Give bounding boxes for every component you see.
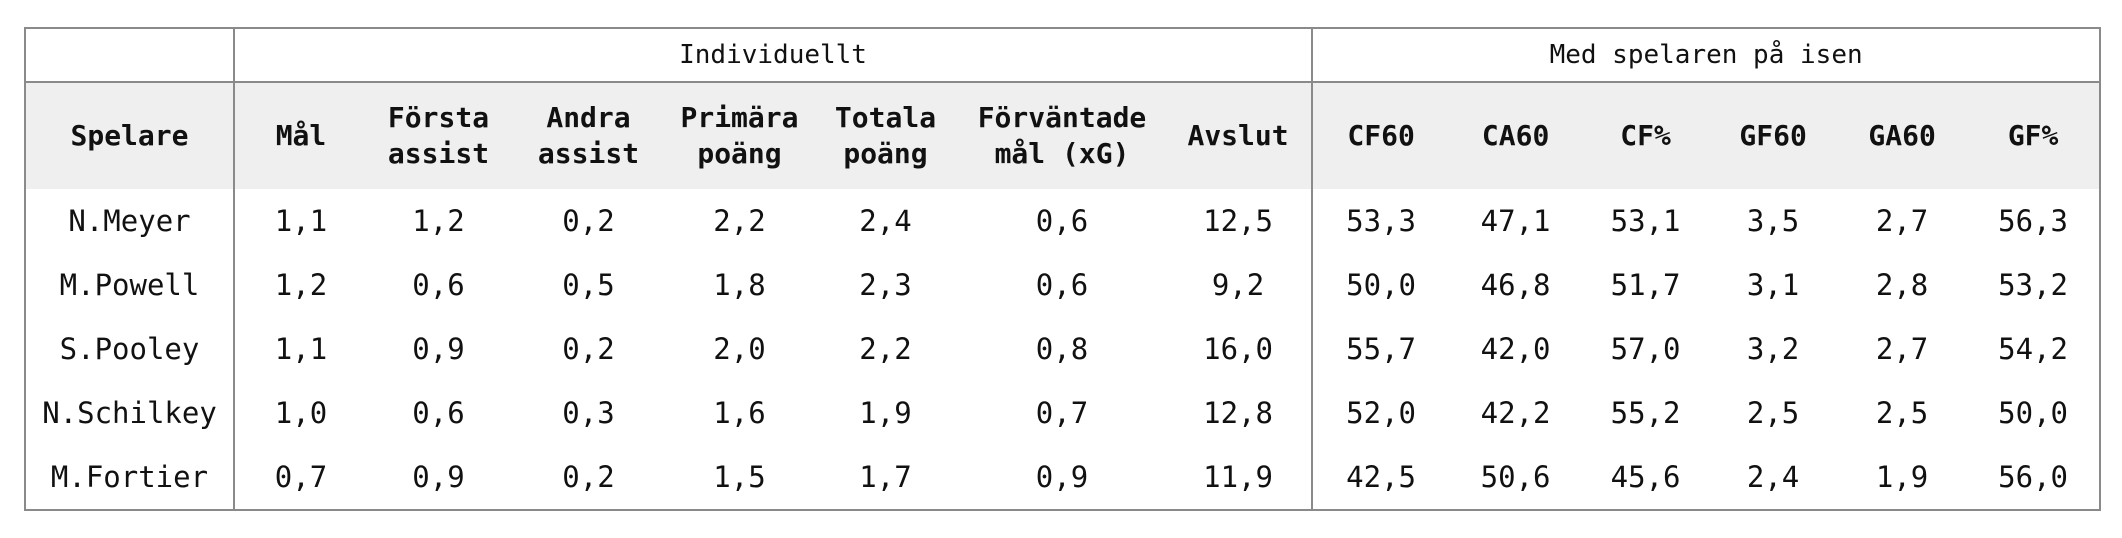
stat-cell: 0,7 — [1035, 396, 1089, 430]
stat-cell: 55,7 — [1346, 332, 1417, 366]
stat-cell: 46,8 — [1480, 268, 1551, 302]
column-header: Förväntade mål (xG) — [959, 82, 1165, 189]
stat-cell: 53,1 — [1610, 204, 1681, 238]
stat-cell: 0,9 — [412, 460, 465, 494]
stat-cell: 3,5 — [1746, 204, 1800, 238]
stat-cell: 9,2 — [1165, 253, 1314, 317]
stat-cell: 0,6 — [1035, 268, 1089, 302]
stat-cell: 45,6 — [1610, 460, 1681, 494]
empty-cell — [25, 28, 235, 83]
data-row: S.Pooley 1,1 0,9 0,2 2,0 2,2 0,8 16,0 55,7 42,0 57… — [25, 317, 2100, 381]
stat-cell: 47,1 — [1480, 204, 1551, 238]
group-header-row: Individuellt Med spelaren på isen — [25, 28, 2101, 83]
stat-cell: 1,6 — [713, 396, 766, 430]
stat-cell: 0,7 — [274, 460, 328, 494]
stat-cell: 2,2 — [713, 204, 766, 238]
stat-cell: 2,8 — [1875, 268, 1929, 302]
stat-cell: 0,3 — [562, 396, 615, 430]
column-header: Totala poäng — [812, 82, 959, 189]
stat-cell: 1,9 — [1875, 460, 1929, 494]
stat-cell: 56,3 — [1998, 204, 2069, 238]
stat-cell: 12,5 — [1165, 189, 1314, 253]
header-row: Spelare Mål Första assist Andra assist Primä… — [25, 82, 2101, 189]
stat-cell: 0,5 — [562, 268, 615, 302]
player-name: M.Powell — [25, 253, 235, 317]
stat-cell: 55,2 — [1610, 396, 1681, 430]
stat-cell: 2,4 — [1746, 460, 1800, 494]
player-name: M.Fortier — [25, 445, 235, 510]
column-header: CF% — [1582, 82, 1710, 189]
stat-cell: 56,0 — [1998, 460, 2069, 494]
column-header: Avslut — [1165, 82, 1314, 189]
stat-cell: 2,4 — [859, 204, 912, 238]
stat-cell: 1,2 — [412, 204, 465, 238]
group-header: Individuellt — [234, 28, 1314, 83]
stat-cell: 1,1 — [274, 332, 328, 366]
stat-cell: 0,2 — [562, 332, 615, 366]
table-body: Individuellt Med spelaren på isen Spelar… — [25, 28, 2101, 510]
stat-cell: 2,0 — [713, 332, 766, 366]
stat-cell: 2,5 — [1746, 396, 1800, 430]
data-row: M.Powell 1,2 0,6 0,5 1,8 2,3 0,6 9,2 50,0 46,8 51,… — [25, 253, 2100, 317]
stat-cell: 16,0 — [1165, 317, 1314, 381]
column-header: Spelare — [25, 82, 235, 189]
stat-cell: 0,6 — [1035, 204, 1089, 238]
column-header: CA60 — [1449, 82, 1583, 189]
stat-cell: 12,8 — [1165, 381, 1314, 445]
stat-cell: 1,2 — [274, 268, 328, 302]
stat-cell: 53,3 — [1346, 204, 1417, 238]
column-header: GF% — [1967, 82, 2101, 189]
stat-cell: 42,0 — [1480, 332, 1551, 366]
stat-cell: 0,2 — [562, 204, 615, 238]
stat-cell: 11,9 — [1165, 445, 1314, 510]
data-row: N.Schilkey 1,0 0,6 0,3 1,6 1,9 0,7 12,8 52,0 42,2… — [25, 381, 2100, 445]
stat-cell: 51,7 — [1610, 268, 1681, 302]
column-header: Mål — [234, 82, 367, 189]
group-header: Med spelaren på isen — [1312, 28, 2101, 83]
stat-cell: 57,0 — [1610, 332, 1681, 366]
stat-cell: 1,0 — [274, 396, 328, 430]
stat-cell: 54,2 — [1998, 332, 2069, 366]
stat-cell: 2,7 — [1875, 204, 1929, 238]
stat-cell: 2,7 — [1875, 332, 1929, 366]
stat-cell: 1,5 — [713, 460, 766, 494]
stat-cell: 0,9 — [1035, 460, 1089, 494]
stat-cell: 42,5 — [1346, 460, 1417, 494]
stat-cell: 3,1 — [1746, 268, 1800, 302]
stat-cell: 2,2 — [859, 332, 912, 366]
player-name: S.Pooley — [25, 317, 235, 381]
data-row: N.Meyer 1,1 1,2 0,2 2,2 2,4 0,6 12,5 53,3 47,1 53,… — [25, 189, 2100, 253]
stat-cell: 50,0 — [1998, 396, 2069, 430]
stat-cell: 0,6 — [412, 268, 465, 302]
stat-cell: 2,3 — [859, 268, 912, 302]
stat-cell: 1,7 — [859, 460, 912, 494]
data-row: M.Fortier 0,7 0,9 0,2 1,5 1,7 0,9 11,9 42,5 50,6 4… — [25, 445, 2100, 510]
stat-cell: 1,9 — [859, 396, 912, 430]
stat-cell: 50,6 — [1480, 460, 1551, 494]
stat-cell: 1,8 — [713, 268, 766, 302]
stat-cell: 50,0 — [1346, 268, 1417, 302]
stats-table: Individuellt Med spelaren på isen Spelar… — [24, 27, 2102, 511]
stat-cell: 0,6 — [412, 396, 465, 430]
column-header: GA60 — [1837, 82, 1968, 189]
stat-cell: 2,5 — [1875, 396, 1929, 430]
column-header: CF60 — [1312, 82, 1450, 189]
player-name: N.Meyer — [25, 189, 235, 253]
column-header: Primära poäng — [667, 82, 812, 189]
stat-cell: 53,2 — [1998, 268, 2069, 302]
stat-cell: 0,9 — [412, 332, 465, 366]
stat-cell: 0,8 — [1035, 332, 1089, 366]
column-header: GF60 — [1709, 82, 1838, 189]
column-header: Första assist — [367, 82, 510, 189]
stat-cell: 52,0 — [1346, 396, 1417, 430]
stat-cell: 0,2 — [562, 460, 615, 494]
player-name: N.Schilkey — [25, 381, 235, 445]
stat-cell: 3,2 — [1746, 332, 1800, 366]
stat-cell: 42,2 — [1480, 396, 1551, 430]
column-header: Andra assist — [510, 82, 667, 189]
stat-cell: 1,1 — [274, 204, 328, 238]
